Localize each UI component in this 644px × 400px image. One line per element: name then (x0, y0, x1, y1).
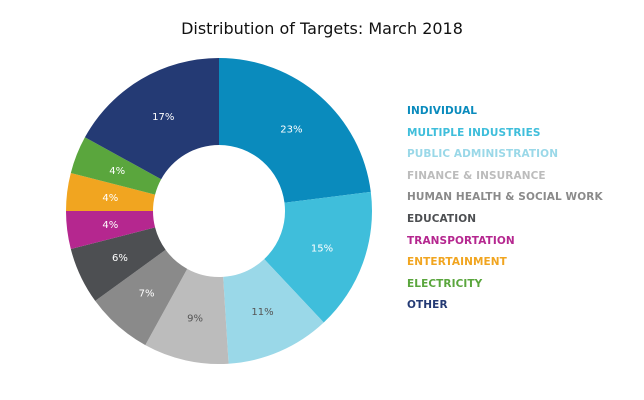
legend-item-public-administration: PUBLIC ADMINISTRATION (407, 148, 559, 161)
slice-other (84, 58, 219, 180)
legend-item-individual: INDIVIDUAL (407, 105, 478, 117)
legend-item-multiple-industries: MULTIPLE INDUSTRIES (407, 126, 541, 139)
slice-transportation (66, 211, 156, 250)
legend-item-entertainment: ENTERTAINMENT (407, 256, 507, 269)
data-label-individual: 23% (280, 124, 302, 135)
data-label-human-health-and-social-work: 7% (139, 289, 155, 300)
slice-individual (219, 58, 371, 203)
data-label-other: 17% (152, 112, 174, 123)
legend-item-transportation: TRANSPORTATION (407, 234, 515, 247)
slice-human-health-and-social-work (95, 249, 188, 346)
data-label-finance-and-insurance: 9% (187, 313, 203, 324)
slice-electricity (70, 137, 162, 195)
data-label-multiple-industries: 15% (311, 244, 333, 255)
data-label-entertainment: 4% (102, 193, 118, 204)
data-label-transportation: 4% (102, 220, 118, 231)
legend: INDIVIDUAL MULTIPLE INDUSTRIES PUBLIC ADMI… (407, 101, 603, 317)
slice-multiple-industries (264, 191, 372, 323)
data-label-education: 6% (112, 253, 128, 264)
data-label-public-administration: 11% (251, 307, 273, 318)
slice-finance-and-insurance (145, 268, 229, 364)
slice-entertainment (66, 172, 156, 211)
slice-education (70, 227, 166, 301)
legend-item-other: OTHER (407, 299, 448, 312)
legend-item-finance-and-insurance: FINANCE & INSURANCE (407, 169, 546, 182)
legend-item-education: EDUCATION (407, 212, 477, 225)
legend-item-human-health-and-social-work: HUMAN HEALTH & SOCIAL WORK (407, 191, 603, 204)
legend-item-electricity: ELECTRICITY (407, 277, 483, 290)
data-label-electricity: 4% (109, 166, 125, 177)
chart-title: Distribution of Targets: March 2018 (181, 19, 463, 38)
slice-public-administration (223, 259, 324, 364)
